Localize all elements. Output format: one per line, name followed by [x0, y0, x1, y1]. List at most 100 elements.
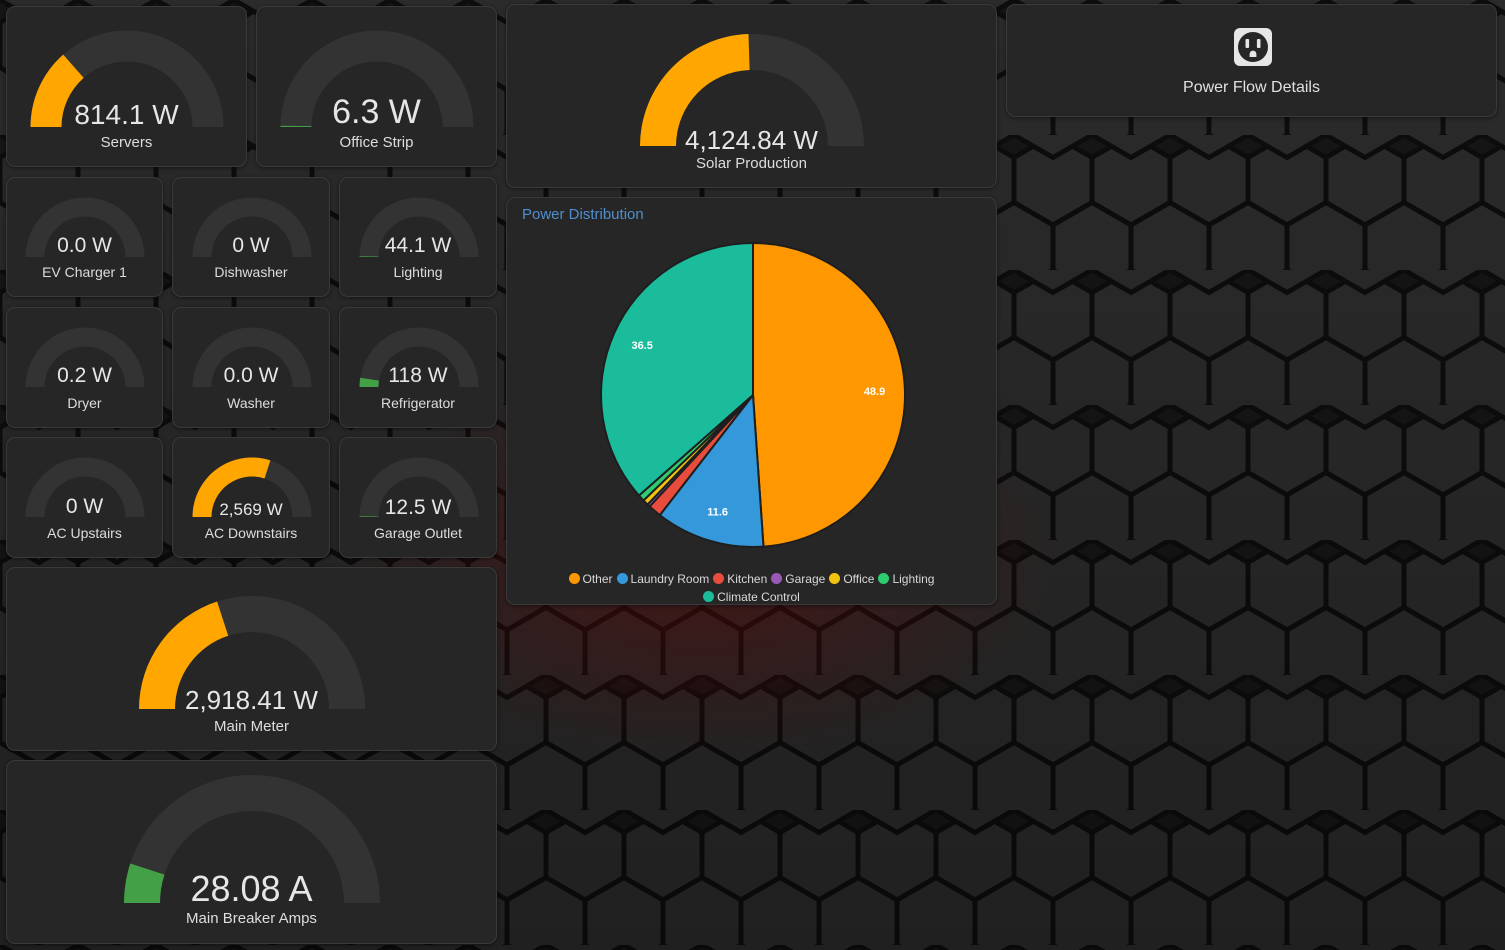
legend-label: Office	[843, 572, 875, 586]
gauge-solar-production	[640, 34, 864, 146]
legend-item-garage[interactable]: Garage	[771, 570, 825, 588]
legend-item-other[interactable]: Other	[568, 570, 613, 588]
gauge-fill	[359, 256, 379, 257]
pie-value-label: 11.6	[707, 506, 728, 518]
gauge-name-dryer: Dryer	[67, 395, 102, 411]
gauge-value-garage-outlet: 12.5 W	[384, 496, 452, 519]
gauge-card-main-breaker-amps[interactable]: 28.08 A Main Breaker Amps	[6, 760, 497, 944]
gauge-value-solar-production: 4,124.84 W	[685, 125, 818, 155]
gauge-dryer	[25, 327, 145, 387]
power-distribution-pie: 48.9 11.6 36.5	[600, 241, 906, 548]
gauge-main-breaker-amps	[124, 775, 380, 903]
gauge-card-ac-upstairs[interactable]: 0 W AC Upstairs	[6, 437, 163, 558]
gauge-fill	[139, 601, 229, 709]
gauge-fill	[359, 377, 379, 387]
gauge-card-lighting[interactable]: 44.1 W Lighting	[339, 177, 497, 297]
gauge-card-office-strip[interactable]: 6.3 W Office Strip	[256, 6, 497, 167]
gauge-value-dishwasher: 0 W	[232, 234, 270, 257]
gauge-name-ac-downstairs: AC Downstairs	[204, 525, 298, 541]
gauge-dishwasher	[192, 197, 312, 257]
pie-slice-laundry-room[interactable]	[658, 392, 765, 548]
pie-slice-climate-control[interactable]	[600, 241, 754, 497]
power-distribution-card: Power Distribution 48.9 11.6 36.5 Other Lau…	[506, 197, 997, 605]
gauge-card-refrigerator[interactable]: 118 W Refrigerator	[339, 307, 497, 428]
gauge-track	[192, 197, 312, 257]
gauge-ac-downstairs	[192, 457, 312, 517]
legend-dot	[616, 573, 628, 584]
gauge-garage-outlet	[359, 457, 479, 517]
gauge-card-ac-downstairs[interactable]: 2,569 W AC Downstairs	[172, 437, 330, 558]
gauge-name-dishwasher: Dishwasher	[214, 264, 288, 280]
legend-label: Climate Control	[717, 590, 800, 604]
gauge-name-servers: Servers	[100, 134, 153, 151]
legend-dot	[703, 591, 715, 602]
legend-item-kitchen[interactable]: Kitchen	[713, 570, 767, 588]
gauge-fill	[359, 516, 379, 517]
legend-label: Kitchen	[727, 572, 768, 586]
gauge-value-ac-downstairs: 2,569 W	[219, 500, 283, 519]
gauge-card-dishwasher[interactable]: 0 W Dishwasher	[172, 177, 330, 297]
gauge-name-lighting: Lighting	[393, 264, 443, 280]
gauge-value-lighting: 44.1 W	[384, 234, 452, 257]
power-outlet-icon	[1234, 28, 1272, 66]
gauge-value-office-strip: 6.3 W	[332, 93, 421, 131]
gauge-value-main-breaker-amps: 28.08 A	[190, 868, 313, 909]
legend-label: Other	[582, 572, 613, 586]
gauge-track	[359, 327, 479, 387]
gauge-card-garage-outlet[interactable]: 12.5 W Garage Outlet	[339, 437, 497, 558]
gauge-fill	[280, 125, 312, 127]
gauge-track	[25, 327, 145, 387]
gauge-name-office-strip: Office Strip	[339, 134, 414, 151]
gauge-fill	[30, 54, 84, 127]
gauge-lighting	[359, 197, 479, 257]
gauge-track	[124, 775, 380, 903]
legend-item-lighting[interactable]: Lighting	[878, 570, 934, 588]
legend-item-office[interactable]: Office	[829, 570, 874, 588]
gauge-card-dryer[interactable]: 0.2 W Dryer	[6, 307, 163, 428]
gauge-track	[192, 327, 312, 387]
gauge-name-main-meter: Main Meter	[213, 718, 290, 735]
gauge-value-dryer: 0.2 W	[57, 364, 112, 387]
gauge-name-refrigerator: Refrigerator	[381, 395, 455, 411]
gauge-track	[359, 197, 479, 257]
gauge-value-washer: 0.0 W	[223, 364, 279, 387]
gauge-name-garage-outlet: Garage Outlet	[374, 525, 462, 541]
gauge-name-ev-charger-1: EV Charger 1	[42, 264, 127, 280]
pie-value-label: 48.9	[864, 386, 885, 398]
legend-dot	[713, 573, 725, 584]
gauge-ac-upstairs	[25, 457, 145, 517]
legend-item-laundry-room[interactable]: Laundry Room	[616, 570, 710, 588]
gauge-value-main-meter: 2,918.41 W	[185, 685, 318, 715]
gauge-track	[25, 457, 145, 517]
gauge-name-solar-production: Solar Production	[696, 155, 807, 172]
gauge-track	[280, 30, 474, 127]
gauge-ev-charger-1	[25, 197, 145, 257]
legend-dot	[829, 573, 841, 584]
gauge-card-main-meter[interactable]: 2,918.41 W Main Meter	[6, 567, 497, 751]
chart-legend: Other Laundry Room Kitchen Garage Office Ligh…	[527, 570, 976, 604]
legend-label: Lighting	[892, 572, 935, 586]
gauge-refrigerator	[359, 327, 479, 387]
power-flow-details-label: Power Flow Details	[1183, 79, 1320, 96]
gauge-name-washer: Washer	[227, 395, 275, 411]
legend-item-climate-control[interactable]: Climate Control	[703, 588, 800, 604]
gauge-washer	[192, 327, 312, 387]
gauge-card-solar-production[interactable]: 4,124.84 W Solar Production	[506, 4, 997, 188]
gauge-card-washer[interactable]: 0.0 W Washer	[172, 307, 330, 428]
legend-dot	[878, 573, 890, 584]
legend-label: Laundry Room	[630, 572, 710, 586]
legend-dot	[568, 573, 580, 584]
gauge-card-servers[interactable]: 814.1 W Servers	[6, 6, 247, 167]
gauge-value-ac-upstairs: 0 W	[65, 495, 104, 518]
gauge-main-meter	[139, 596, 365, 709]
pie-value-label: 36.5	[631, 340, 652, 352]
gauge-track	[359, 457, 479, 517]
gauge-track	[25, 197, 145, 257]
gauge-fill	[124, 863, 165, 903]
gauge-card-ev-charger-1[interactable]: 0.0 W EV Charger 1	[6, 177, 163, 297]
pie-slice-other[interactable]	[752, 241, 906, 548]
power-flow-details-button[interactable]: Power Flow Details	[1006, 4, 1497, 117]
gauge-name-main-breaker-amps: Main Breaker Amps	[186, 910, 317, 927]
gauge-value-ev-charger-1: 0.0 W	[57, 234, 112, 257]
gauge-fill	[192, 457, 271, 517]
